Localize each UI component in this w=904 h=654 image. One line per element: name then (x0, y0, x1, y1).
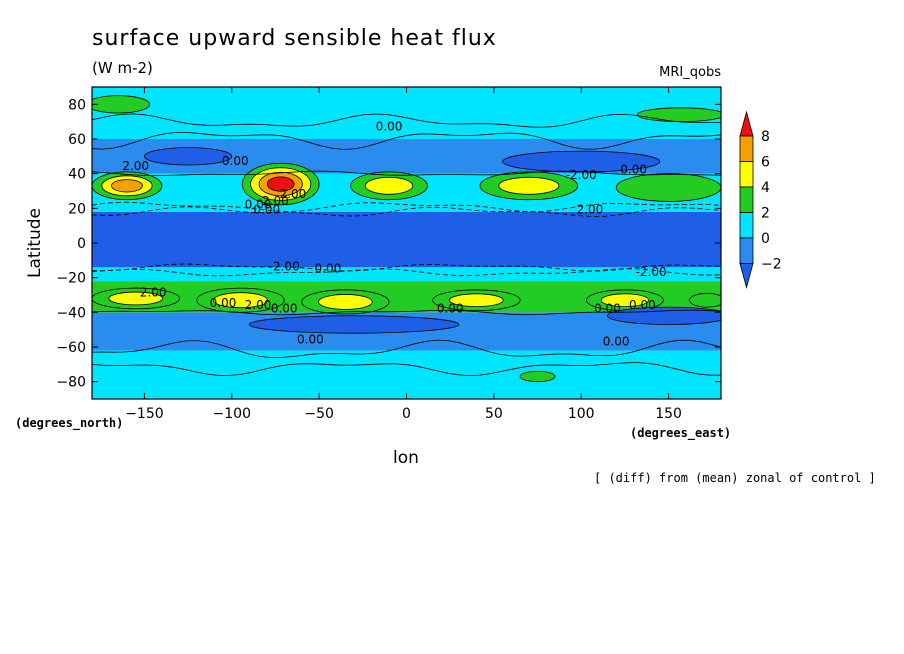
y-tick-label: 20 (68, 201, 86, 217)
blob-6-level-0 (636, 107, 721, 123)
colorbar-segment-5 (739, 237, 754, 264)
x-tick-label: 100 (568, 406, 595, 422)
colorbar-top-triangle (739, 110, 754, 137)
contour-label-6: 2.00 (280, 187, 307, 201)
contour-lines (92, 113, 721, 377)
contour-line-n40 (92, 170, 721, 177)
contour-label-2: 2.00 (122, 159, 149, 173)
chart-title: surface upward sensible heat flux (92, 26, 497, 51)
y-units-label: (degrees_north) (15, 416, 123, 431)
contour-label-10: 0.00 (315, 261, 342, 275)
blob-0-level-2 (111, 179, 143, 193)
x-tick-label: −50 (304, 406, 334, 422)
contour-label-1: -2.00 (269, 260, 300, 274)
contour-label-20: 0.00 (210, 296, 237, 310)
colorbar-bottom-triangle (739, 263, 754, 290)
colorbar-label: 4 (761, 180, 770, 196)
y-tick-label: −20 (56, 271, 86, 287)
blob-1-level-3 (266, 176, 295, 192)
blob-14-level-0 (143, 147, 233, 166)
y-tick-label: 60 (68, 132, 86, 148)
band-3 (92, 267, 721, 282)
contour-labels: 0.00-2.002.00 0.002.000.002.000.00-2.002.… (122, 119, 666, 348)
blob-8-level-1 (213, 292, 268, 309)
blob-2-level-1 (364, 176, 414, 195)
colorbar-label: 8 (761, 129, 770, 145)
contour-line-s40 (92, 309, 721, 316)
contour-label-18: 2.00 (245, 298, 272, 312)
blob-7-level-1 (108, 291, 163, 306)
contour-label-4: 2.00 (262, 194, 289, 208)
colorbar-segment-4 (739, 212, 754, 239)
contour-label-0: 0.00 (376, 119, 403, 133)
contour-line-s62 (92, 339, 721, 358)
band-7 (92, 87, 721, 139)
y-tick-label: −80 (56, 375, 86, 391)
x-axis-label: lon (393, 448, 419, 468)
y-tick-label: 0 (77, 236, 86, 252)
colorbar-label: 2 (761, 206, 770, 222)
colorbar-segment-2 (739, 161, 754, 188)
contour-label-15: 0.00 (594, 301, 621, 315)
colorbar-label: 6 (761, 155, 770, 171)
colorbar-segment-1 (739, 135, 754, 162)
contour-bands (92, 87, 721, 399)
diff-note: [ (diff) from (mean) zonal of control ] (594, 471, 876, 485)
plot-area: 0.00-2.002.00 0.002.000.002.000.00-2.002.… (92, 87, 721, 399)
colorbar-label: −2 (761, 257, 782, 273)
y-axis-ticks: 80 60 40 20 0 −20 −40 −60 −80 (56, 97, 721, 391)
contour-blobs (92, 95, 721, 383)
blob-5-level-0 (92, 95, 150, 114)
blob-13-level-0 (519, 370, 556, 383)
contour-label-13: 0.00 (271, 301, 298, 315)
x-tick-label: 50 (485, 406, 503, 422)
contour-line-n18 (92, 206, 721, 217)
blob-12-level-0 (689, 292, 721, 308)
contour-label-21: 0.00 (629, 298, 656, 312)
contour-label-17: 0.00 (603, 334, 630, 348)
colorbar-label: 0 (761, 231, 770, 247)
contour-line-s14 (92, 263, 721, 272)
contour-label-9: 2.00 (577, 203, 604, 217)
contour-label-7: 0.00 (253, 203, 280, 217)
x-tick-label: −150 (125, 406, 163, 422)
contour-label-16: 0.00 (297, 333, 324, 347)
y-tick-label: 80 (68, 97, 86, 113)
blob-4-level-0 (615, 173, 721, 202)
band-4 (92, 211, 721, 268)
blob-16-level-0 (248, 315, 460, 334)
band-0 (92, 350, 721, 399)
contour-line-n60 (92, 132, 721, 150)
contour-line-n21 (92, 201, 721, 213)
contour-label-11: -2.00 (636, 265, 667, 279)
x-axis-ticks: −150 −100 −50 0 50 100 150 (125, 87, 682, 422)
contour-label-5: 0.00 (245, 197, 272, 211)
contour-line-s72 (92, 362, 721, 377)
y-tick-label: −60 (56, 340, 86, 356)
x-tick-label: 0 (402, 406, 411, 422)
contour-label-12: 2.00 (140, 286, 167, 300)
colorbar: 8 6 4 2 0 −2 (739, 110, 782, 290)
contour-line-s17 (92, 268, 721, 277)
blob-17-level-0 (607, 306, 721, 325)
x-units-label: (degrees_east) (630, 426, 731, 441)
colorbar-segment-3 (739, 186, 754, 213)
contour-label-14: 0.00 (437, 301, 464, 315)
y-tick-label: 40 (68, 167, 86, 183)
model-name: MRI_qobs (659, 65, 721, 80)
contour-label-19: 0.00 (620, 163, 647, 177)
blob-9-level-1 (318, 294, 373, 310)
blob-3-level-1 (498, 176, 560, 195)
contour-line-n70 (92, 113, 721, 128)
x-tick-label: 150 (655, 406, 682, 422)
blob-11-level-1 (600, 293, 650, 308)
x-tick-label: −100 (213, 406, 251, 422)
y-tick-label: −40 (56, 305, 86, 321)
contour-label-3: 0.00 (222, 154, 249, 168)
chart-units: (W m-2) (92, 59, 153, 77)
blob-10-level-1 (449, 293, 504, 308)
contour-label-8: -2.00 (566, 168, 597, 182)
y-axis-label: Latitude (25, 208, 45, 278)
